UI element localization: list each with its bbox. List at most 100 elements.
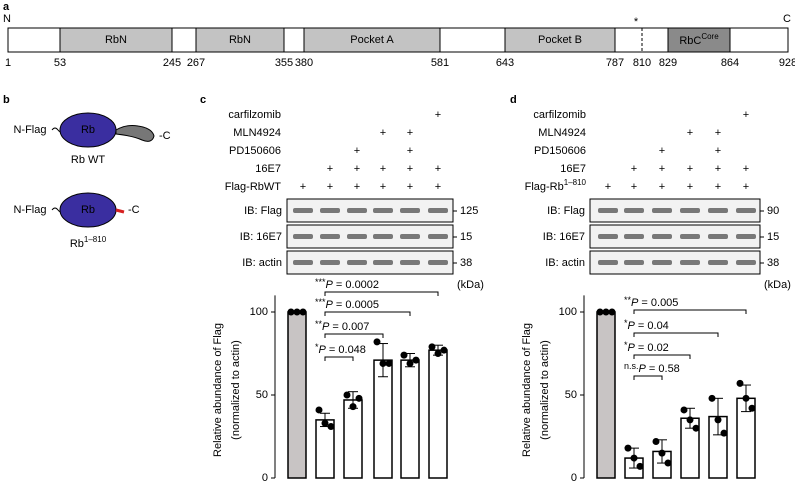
bracket — [633, 354, 691, 359]
treatment-mark: + — [605, 181, 611, 193]
data-point — [428, 343, 436, 351]
domain-label: RbN — [229, 34, 251, 46]
c-terminus: C — [783, 13, 791, 25]
tag-label: N-Flag — [13, 124, 46, 136]
core-label: RbCCore — [679, 32, 719, 47]
band — [598, 208, 618, 213]
data-point — [680, 406, 688, 414]
y-tick-label: 100 — [559, 306, 577, 318]
treatment-mark: + — [354, 163, 360, 175]
bar — [373, 359, 393, 479]
treatment-mark: + — [327, 181, 333, 193]
comparison-label: **P = 0.007 — [315, 319, 369, 333]
treatment-mark: + — [435, 109, 441, 121]
treatment-mark: + — [354, 181, 360, 193]
stars: ** — [624, 295, 632, 305]
p-symbol: P — [319, 344, 327, 356]
position-label: 245 — [163, 57, 181, 69]
band — [680, 234, 700, 239]
band — [320, 208, 340, 213]
treatment-mark: + — [407, 181, 413, 193]
data-point — [720, 429, 728, 437]
treatment-label: 16E7 — [560, 163, 586, 175]
data-point — [624, 444, 632, 452]
p-value: = 0.005 — [638, 297, 678, 309]
comparison-label: *P = 0.048 — [315, 342, 366, 356]
text-part: Rb — [70, 238, 84, 250]
band — [400, 260, 420, 265]
n-terminus: N — [3, 13, 11, 25]
treatment-mark: + — [380, 181, 386, 193]
position-label: 267 — [187, 57, 205, 69]
data-point — [742, 394, 750, 402]
comparison-label: **P = 0.005 — [624, 295, 678, 309]
data-point — [343, 391, 351, 399]
band — [736, 260, 756, 265]
treatment-mark: + — [715, 181, 721, 193]
domain-label: Pocket A — [350, 34, 394, 46]
p-symbol: P — [639, 363, 647, 375]
comparison-label: *P = 0.04 — [624, 318, 669, 332]
data-point — [385, 359, 393, 367]
text-part: 1–810 — [84, 235, 107, 244]
band — [598, 260, 618, 265]
data-point — [602, 308, 610, 316]
treatment-mark: + — [407, 163, 413, 175]
p-value: = 0.02 — [635, 342, 669, 354]
domain-label: Rb — [81, 204, 95, 216]
bar — [596, 311, 616, 479]
treatment-mark: + — [659, 145, 665, 157]
treatment-mark: + — [743, 181, 749, 193]
text-part: MLN4924 — [538, 127, 586, 139]
data-point — [686, 416, 694, 424]
position-label: 864 — [721, 57, 739, 69]
marker-label: 38 — [767, 257, 779, 269]
bracket — [633, 309, 747, 314]
domain — [303, 27, 441, 53]
band — [708, 260, 728, 265]
band — [708, 234, 728, 239]
treatment-mark: + — [715, 145, 721, 157]
treatment-mark: + — [435, 163, 441, 175]
panel-label: a — [3, 1, 10, 13]
band — [293, 260, 313, 265]
band — [347, 234, 367, 239]
text-part: MLN4924 — [233, 127, 281, 139]
marker-label: 38 — [460, 257, 472, 269]
comparison-label: ***P = 0.0005 — [315, 297, 379, 311]
comparison-label: *P = 0.02 — [624, 340, 669, 354]
position-label: 643 — [496, 57, 514, 69]
data-point — [434, 350, 442, 357]
band — [400, 234, 420, 239]
domain-label: Pocket B — [538, 34, 582, 46]
treatment-mark: + — [687, 127, 693, 139]
text-part: Flag-RbWT — [225, 181, 282, 193]
domain — [504, 27, 616, 53]
data-point — [373, 338, 381, 346]
terminus-label: -C — [159, 130, 171, 142]
marker-unit: (kDa) — [764, 279, 791, 291]
marker-label: 90 — [767, 205, 779, 217]
blot-label: IB: actin — [545, 257, 585, 269]
tag-label: N-Flag — [13, 204, 46, 216]
treatment-mark: + — [407, 127, 413, 139]
position-label: 810 — [633, 57, 651, 69]
p-symbol: P — [631, 297, 639, 309]
panel-label: d — [510, 94, 517, 106]
p-value: = 0.58 — [646, 363, 680, 375]
panel-label: c — [200, 94, 206, 106]
position-label: 355 — [275, 57, 293, 69]
treatment-mark: + — [435, 181, 441, 193]
data-point — [287, 308, 295, 316]
y-axis-label: (normalized to actin) — [230, 340, 242, 440]
stars: *** — [315, 277, 326, 287]
text-part: carfilzomib — [533, 109, 586, 121]
terminus-label: -C — [128, 204, 140, 216]
band — [373, 234, 393, 239]
data-point — [692, 424, 700, 432]
y-axis-label: Relative abundance of Flag — [521, 323, 533, 457]
band — [293, 208, 313, 213]
treatment-mark: + — [380, 163, 386, 175]
marker-unit: (kDa) — [457, 279, 484, 291]
treatment-mark: + — [407, 145, 413, 157]
